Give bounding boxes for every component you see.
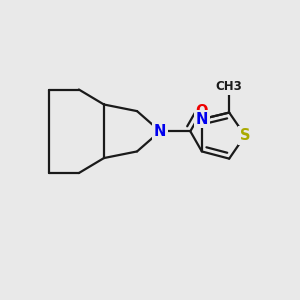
Text: S: S bbox=[240, 128, 250, 143]
Text: O: O bbox=[196, 103, 208, 118]
Text: CH3: CH3 bbox=[216, 80, 243, 93]
Text: N: N bbox=[196, 112, 208, 127]
Text: N: N bbox=[154, 124, 166, 139]
